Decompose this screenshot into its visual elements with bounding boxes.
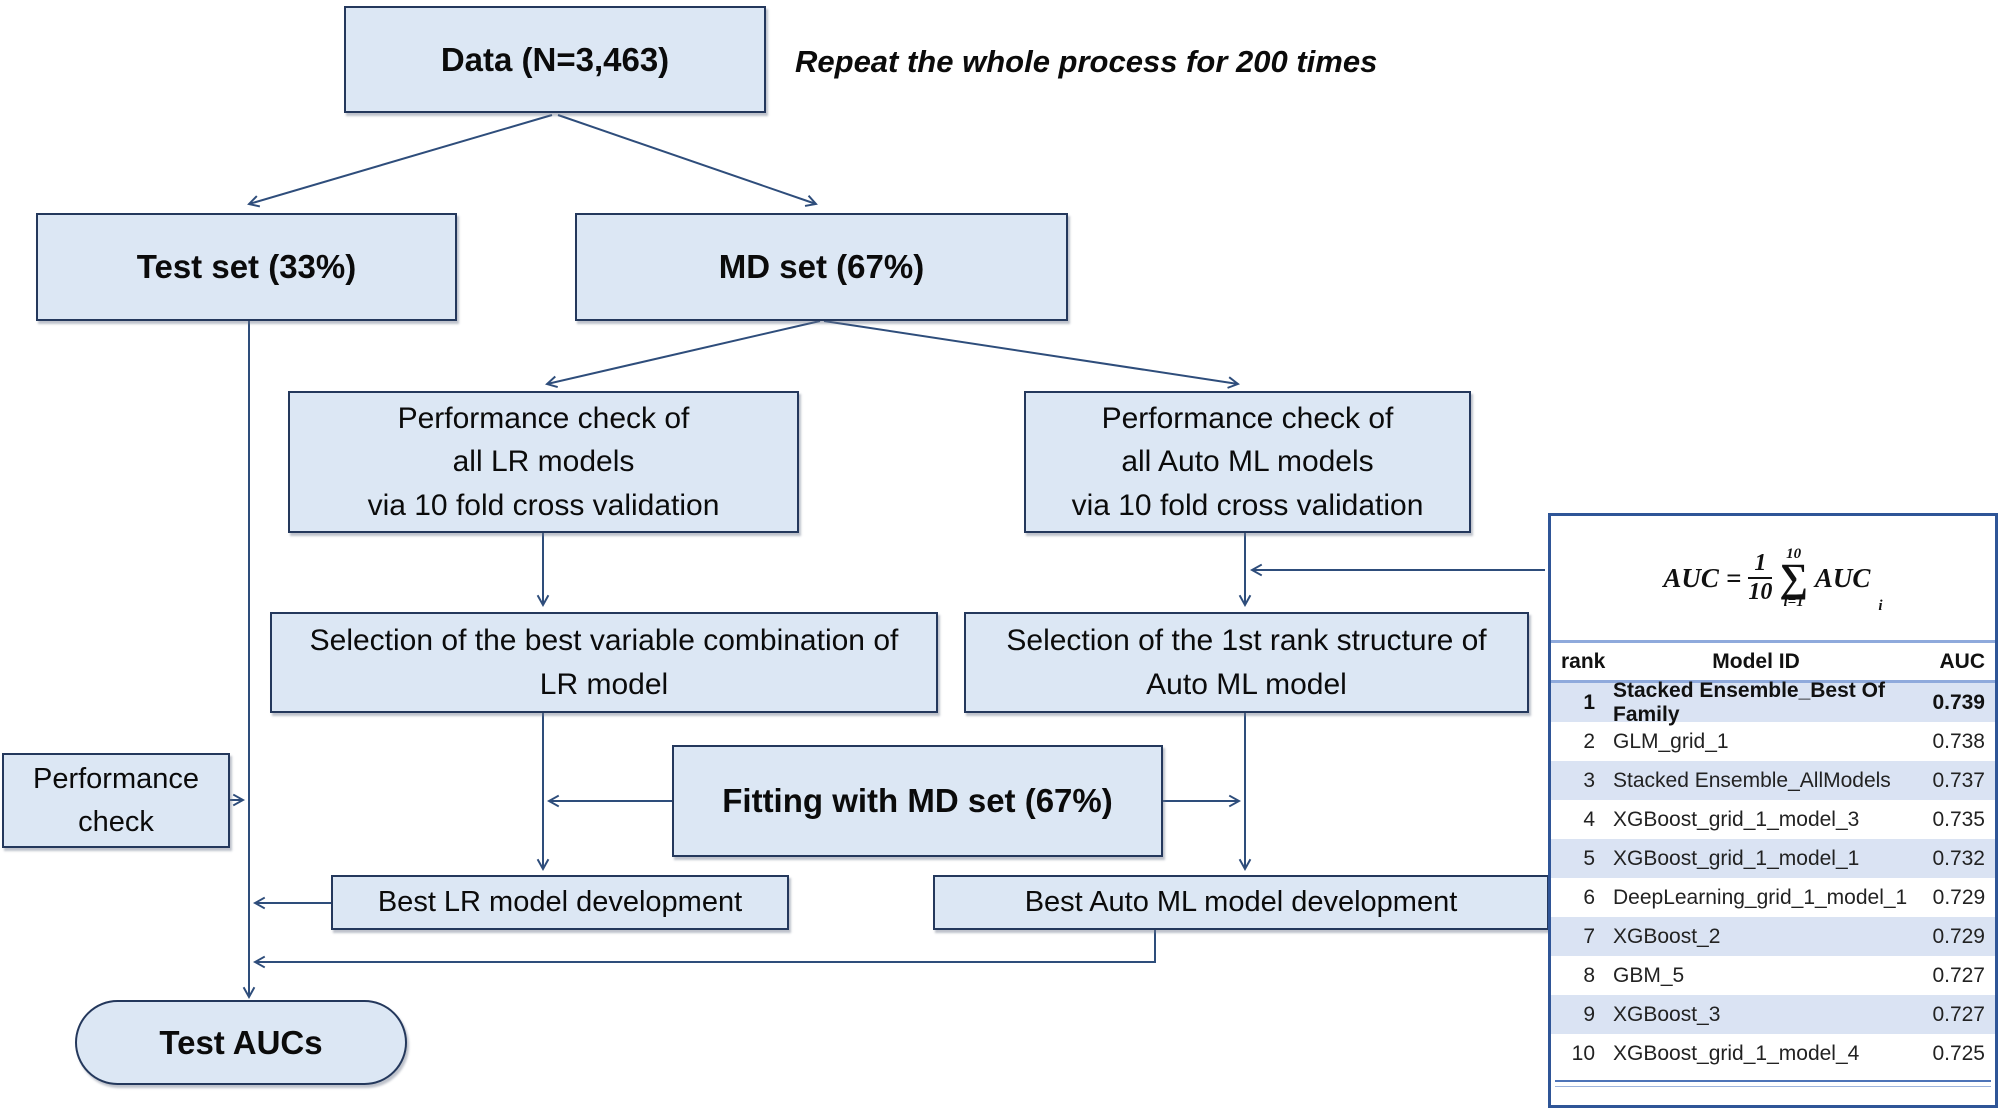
formula-sigma: 10 ∑ i=1 bbox=[1779, 545, 1808, 610]
cell-auc: 0.729 bbox=[1932, 885, 1986, 909]
fraction-numerator: 1 bbox=[1748, 550, 1773, 579]
arrow-best-automl-elbow bbox=[252, 930, 1156, 969]
cell-rank: 3 bbox=[1583, 768, 1595, 792]
cell-auc: 0.739 bbox=[1932, 690, 1985, 714]
cell-auc: 0.727 bbox=[1932, 963, 1985, 987]
cell-auc: 0.729 bbox=[1932, 924, 1985, 948]
cell-model-id: DeepLearning_grid_1_model_1 bbox=[1613, 885, 1908, 909]
arrow-data-to-md bbox=[557, 114, 818, 207]
cell-auc: 0.727 bbox=[1932, 1002, 1985, 1026]
cell-auc: 0.735 bbox=[1932, 807, 1985, 831]
cell-rank: 6 bbox=[1583, 885, 1595, 909]
formula-lhs: AUC bbox=[1663, 562, 1719, 593]
cell-model-id: XGBoost_2 bbox=[1613, 924, 1721, 948]
header-auc: AUC bbox=[1939, 649, 1986, 673]
cell-rank: 9 bbox=[1583, 1002, 1595, 1026]
cell-rank: 8 bbox=[1583, 963, 1595, 987]
cell-auc: 0.738 bbox=[1932, 729, 1985, 753]
header-rank: rank bbox=[1561, 649, 1606, 673]
cell-auc: 0.725 bbox=[1932, 1041, 1985, 1065]
table-row: 8 GBM_5 0.727 bbox=[1551, 956, 1995, 995]
sigma-icon: ∑ bbox=[1779, 555, 1808, 600]
table-header-row: rank Model ID AUC bbox=[1551, 640, 1995, 683]
arrow-md-to-perf-lr bbox=[545, 320, 821, 389]
cell-model-id: GBM_5 bbox=[1613, 963, 1685, 987]
selection-lr-box: Selection of the best variable combinati… bbox=[270, 612, 938, 713]
cell-rank: 7 bbox=[1583, 924, 1595, 948]
formula-term-subscript: i bbox=[1878, 598, 1883, 615]
selection-automl-box: Selection of the 1st rank structure of A… bbox=[964, 612, 1529, 713]
test-aucs-terminator: Test AUCs bbox=[75, 1000, 407, 1085]
formula-term: AUC bbox=[1814, 562, 1871, 593]
table-row: 10 XGBoost_grid_1_model_4 0.725 bbox=[1551, 1034, 1995, 1073]
data-box: Data (N=3,463) bbox=[344, 6, 766, 113]
table-row: 3 Stacked Ensemble_AllModels 0.737 bbox=[1551, 761, 1995, 800]
auc-table-rows: 1 Stacked Ensemble_Best Of Family 0.739 2 GL… bbox=[1551, 679, 1995, 1073]
formula-equals: = bbox=[1725, 562, 1742, 593]
cell-model-id: XGBoost_grid_1_model_3 bbox=[1613, 807, 1860, 831]
cell-model-id: XGBoost_3 bbox=[1613, 1002, 1721, 1026]
cell-model-id: Stacked Ensemble_Best Of Family bbox=[1613, 678, 1885, 726]
table-row: 9 XGBoost_3 0.727 bbox=[1551, 995, 1995, 1034]
fraction-denominator: 10 bbox=[1748, 579, 1773, 605]
md-set-box: MD set (67%) bbox=[575, 213, 1068, 321]
table-row: 4 XGBoost_grid_1_model_3 0.735 bbox=[1551, 800, 1995, 839]
cell-model-id: Stacked Ensemble_AllModels bbox=[1613, 768, 1891, 792]
auc-formula: AUC = 1 10 10 ∑ i=1 AUC i bbox=[1551, 516, 1995, 640]
table-bottom-rule bbox=[1555, 1080, 1991, 1087]
arrow-md-to-perf-automl bbox=[823, 320, 1240, 389]
table-row: 1 Stacked Ensemble_Best Of Family 0.739 bbox=[1551, 679, 1995, 726]
auc-ranking-panel: AUC = 1 10 10 ∑ i=1 AUC i rank Model ID … bbox=[1548, 513, 1998, 1108]
table-row: 7 XGBoost_2 0.729 bbox=[1551, 917, 1995, 956]
cell-model-id: XGBoost_grid_1_model_1 bbox=[1613, 846, 1860, 870]
table-row: 6 DeepLearning_grid_1_model_1 0.729 bbox=[1551, 878, 1995, 917]
fitting-box: Fitting with MD set (67%) bbox=[672, 745, 1163, 857]
cell-rank: 4 bbox=[1583, 807, 1595, 831]
cell-rank: 5 bbox=[1583, 846, 1595, 870]
perf-check-automl-box: Performance check of all Auto ML models … bbox=[1024, 391, 1471, 533]
performance-check-box: Performance check bbox=[2, 753, 230, 848]
cell-auc: 0.737 bbox=[1932, 768, 1985, 792]
cell-model-id: GLM_grid_1 bbox=[1613, 729, 1729, 753]
best-lr-box: Best LR model development bbox=[331, 875, 789, 930]
cell-rank: 1 bbox=[1583, 690, 1595, 714]
perf-check-lr-box: Performance check of all LR models via 1… bbox=[288, 391, 799, 533]
cell-rank: 2 bbox=[1583, 729, 1595, 753]
test-set-box: Test set (33%) bbox=[36, 213, 457, 321]
sigma-lower-limit: i=1 bbox=[1783, 594, 1804, 610]
cell-rank: 10 bbox=[1571, 1041, 1595, 1065]
arrow-data-to-test bbox=[247, 114, 553, 208]
sigma-upper-limit: 10 bbox=[1786, 545, 1802, 562]
cell-auc: 0.732 bbox=[1932, 846, 1985, 870]
table-row: 5 XGBoost_grid_1_model_1 0.732 bbox=[1551, 839, 1995, 878]
cell-model-id: XGBoost_grid_1_model_4 bbox=[1613, 1041, 1860, 1065]
repeat-note: Repeat the whole process for 200 times bbox=[795, 44, 1378, 79]
table-row: 2 GLM_grid_1 0.738 bbox=[1551, 722, 1995, 761]
header-model-id: Model ID bbox=[1712, 649, 1800, 673]
best-automl-box: Best Auto ML model development bbox=[933, 875, 1549, 930]
formula-fraction: 1 10 bbox=[1748, 550, 1773, 605]
